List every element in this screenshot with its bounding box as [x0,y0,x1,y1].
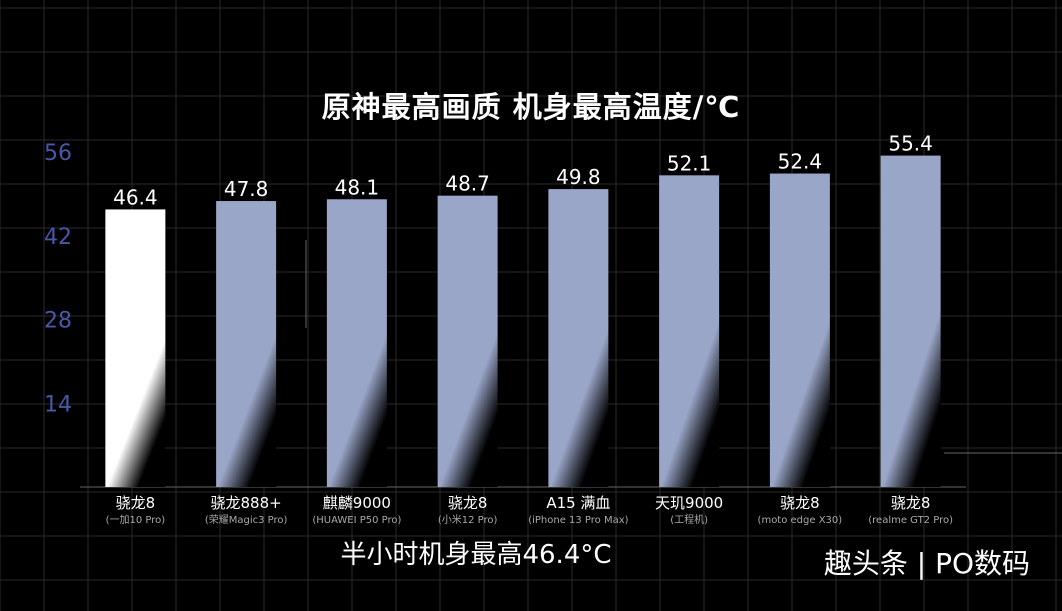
bar-value-label: 48.1 [335,175,380,199]
y-tick-label: 14 [44,392,72,417]
x-tick-label: 骁龙888+ [211,494,282,512]
bar-value-label: 47.8 [224,177,269,201]
bar-value-label: 48.7 [445,172,490,196]
x-tick-sublabel: (HUAWEI P50 Pro) [312,515,401,526]
bar [548,189,609,487]
y-tick-label: 28 [44,309,72,334]
x-tick-sublabel: (realme GT2 Pro) [868,515,953,526]
x-tick-sublabel: (iPhone 13 Pro Max) [528,515,628,526]
chart-title: 原神最高画质 机身最高温度/℃ [321,90,741,124]
x-tick-label: 骁龙8 [780,494,820,512]
y-tick-label: 42 [44,225,72,250]
x-tick-sublabel: (荣耀Magic3 Pro) [205,514,288,526]
chart-caption: 半小时机身最高46.4°C [340,540,612,570]
x-tick-sublabel: (一加10 Pro) [106,514,166,526]
bar [326,199,387,488]
bar-value-label: 46.4 [113,185,158,209]
x-tick-label: 骁龙8 [116,494,156,512]
y-tick-label: 56 [44,141,72,166]
bar [105,209,166,487]
bar [880,155,941,487]
x-tick-sublabel: (moto edge X30) [758,515,843,526]
x-tick-label: A15 满血 [546,494,610,512]
bar-value-label: 52.1 [667,151,712,175]
bar-value-label: 52.4 [778,150,823,174]
x-tick-sublabel: (工程机) [670,513,708,526]
bar [659,175,720,487]
x-tick-label: 骁龙8 [448,494,488,512]
watermark: 趣头条 | PO数码 [823,547,1030,580]
x-tick-label: 麒麟9000 [323,494,391,512]
bar-value-label: 55.4 [888,132,933,156]
bar [437,195,498,487]
x-tick-label: 骁龙8 [891,494,931,512]
bar [769,173,830,488]
bar-value-label: 49.8 [556,165,601,189]
bar [216,201,277,487]
x-tick-label: 天玑9000 [655,494,723,512]
x-tick-sublabel: (小米12 Pro) [438,513,498,526]
